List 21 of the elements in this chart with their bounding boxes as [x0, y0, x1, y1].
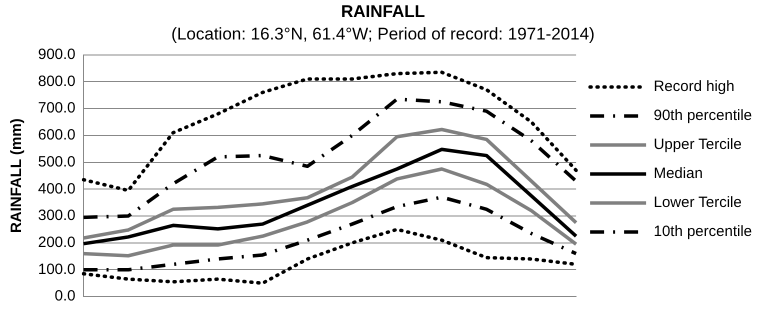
- y-tick-label: 700.0: [38, 100, 76, 117]
- chart-subtitle: (Location: 16.3°N, 61.4°W; Period of record: 1971-2014): [171, 24, 595, 44]
- line-series: [82, 70, 578, 192]
- y-tick-label: 0.0: [54, 288, 76, 305]
- chart-title: RAINFALL: [340, 2, 426, 21]
- y-tick-label: 400.0: [38, 180, 76, 198]
- legend-label: Record high: [654, 78, 734, 96]
- y-tick-label: 800.0: [38, 72, 76, 90]
- y-tick-label: 500.0: [38, 153, 76, 170]
- legend-label: 90th percentile: [654, 107, 752, 124]
- legend-label: 10th percentile: [654, 223, 752, 240]
- y-tick-label: 100.0: [38, 260, 76, 278]
- legend-label: Median: [654, 165, 703, 182]
- y-tick-label: 200.0: [38, 234, 76, 252]
- line-series: [82, 97, 578, 220]
- legend-label: Lower Tercile: [654, 194, 742, 212]
- y-tick-label: 900.0: [38, 46, 76, 63]
- y-tick-label: 300.0: [38, 207, 76, 224]
- y-tick-label: 600.0: [38, 126, 76, 144]
- y-axis-title: RAINFALL (mm): [8, 118, 26, 234]
- legend-label: Upper Tercile: [654, 136, 742, 154]
